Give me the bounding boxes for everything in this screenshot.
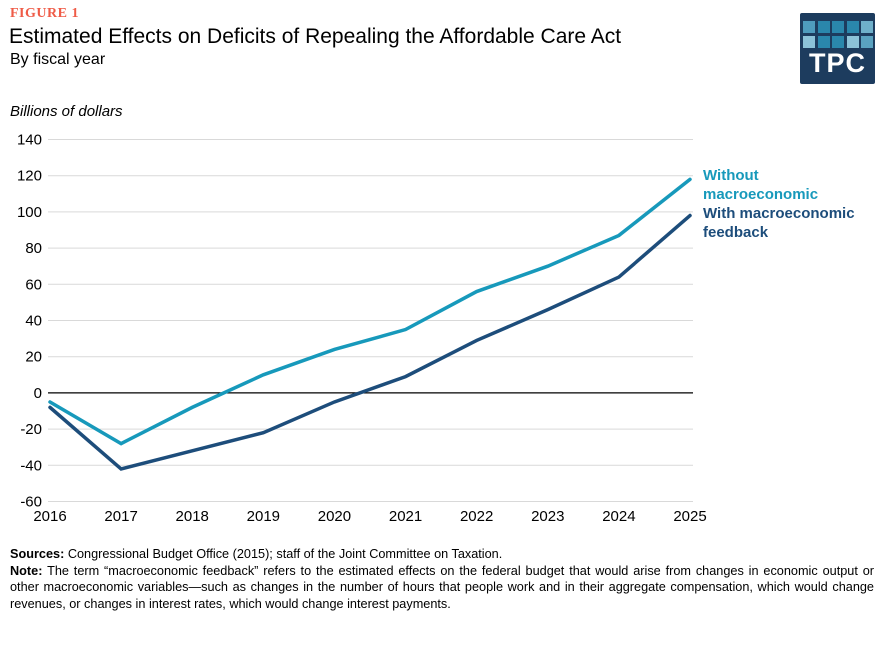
x-tick-label: 2022: [460, 508, 493, 525]
x-tick-label: 2024: [602, 508, 635, 525]
sources-label: Sources:: [10, 547, 65, 561]
logo-square: [861, 35, 873, 48]
x-tick-label: 2016: [33, 508, 66, 525]
logo-square: [832, 21, 844, 33]
logo-square: [817, 21, 830, 33]
sources-text: Congressional Budget Office (2015); staf…: [67, 547, 503, 561]
series-line-without-macroeconomic-feedback: [48, 177, 692, 446]
y-tick-label: 140: [17, 132, 42, 149]
page-subtitle: By fiscal year: [10, 51, 106, 68]
y-tick-label: 100: [17, 204, 42, 221]
x-tick-label: 2017: [104, 508, 137, 525]
logo-square: [817, 35, 830, 48]
x-tick-label: 2025: [673, 508, 706, 525]
y-tick-label: 0: [34, 385, 42, 402]
legend-item-without-macroeconomic: Without macroeconomic: [703, 167, 819, 203]
y-axis-title: Billions of dollars: [10, 103, 123, 120]
y-tick-label: 20: [25, 349, 42, 366]
tpc-logo: TPC: [800, 13, 875, 84]
x-tick-label: 2020: [318, 508, 351, 525]
note-line: Note: The term “macroeconomic feedback” …: [10, 563, 874, 613]
logo-square: [832, 35, 844, 48]
x-tick-label: 2019: [247, 508, 280, 525]
x-tick-label: 2021: [389, 508, 422, 525]
logo-square: [803, 21, 815, 33]
x-tick-label: 2023: [531, 508, 564, 525]
series-line-with-macroeconomic-feedback: [48, 213, 692, 471]
x-tick-label: 2018: [176, 508, 209, 525]
y-tick-label: -60: [20, 494, 42, 511]
y-tick-label: 80: [25, 240, 42, 257]
logo-square: [846, 35, 859, 48]
tpc-logo-grid-icon: [803, 21, 873, 48]
y-tick-label: 120: [17, 168, 42, 185]
y-tick-label: 40: [25, 313, 42, 330]
logo-square: [803, 35, 815, 48]
page-title: Estimated Effects on Deficits of Repeali…: [9, 25, 622, 48]
legend-item-with-macroeconomic-feedback: With macroeconomic feedback: [703, 205, 855, 241]
y-tick-label: 60: [25, 276, 42, 293]
logo-square: [861, 21, 873, 33]
figure-label: FIGURE 1: [10, 6, 79, 21]
y-tick-label: -20: [20, 421, 42, 438]
y-tick-label: -40: [20, 457, 42, 474]
note-text: The term “macroeconomic feedback” refers…: [10, 563, 874, 611]
logo-square: [846, 21, 859, 33]
tpc-logo-text: TPC: [809, 48, 866, 78]
sources-line: Sources: Congressional Budget Office (20…: [10, 546, 874, 563]
footnotes: Sources: Congressional Budget Office (20…: [10, 546, 874, 612]
note-label: Note:: [10, 563, 43, 578]
